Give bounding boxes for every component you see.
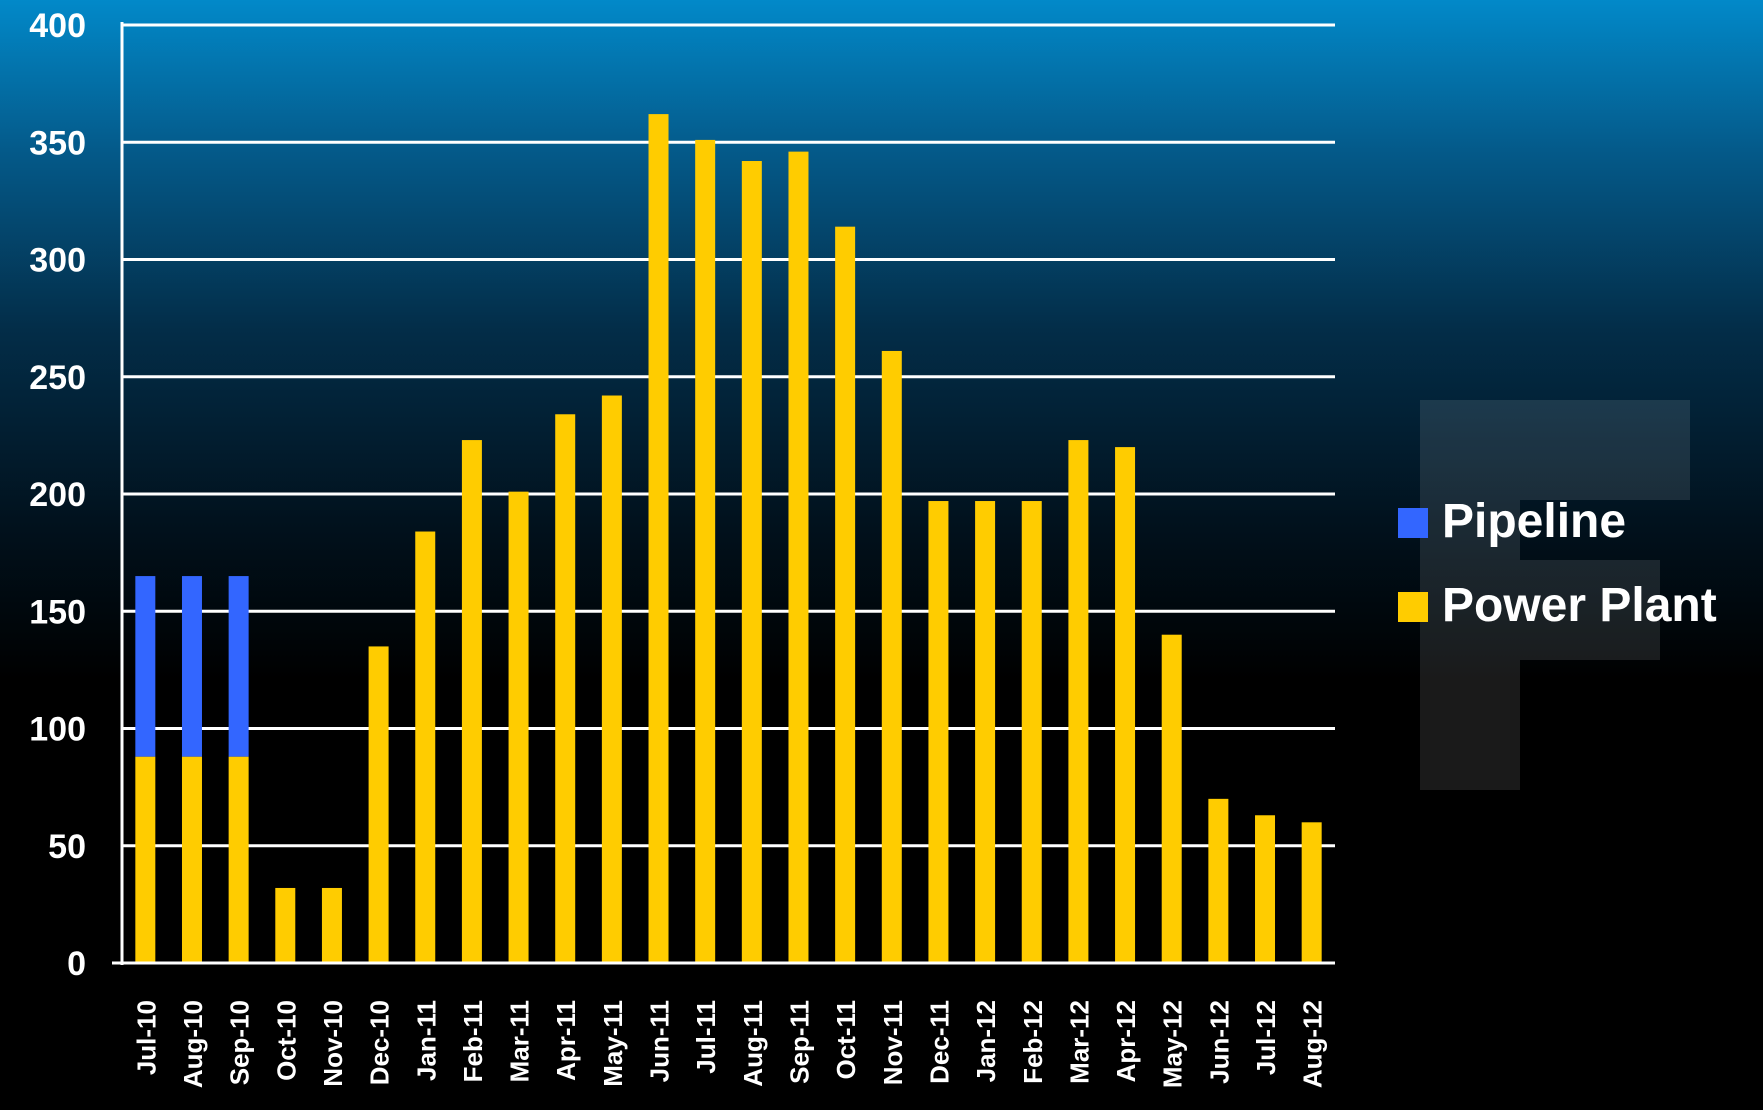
x-tick-label-oct-11: Oct-11	[831, 1000, 861, 1080]
y-tick-label-50: 50	[48, 828, 86, 866]
bar-power-plant-aug-12	[1301, 822, 1322, 963]
bar-power-plant-sep-11	[788, 151, 809, 963]
bar-power-plant-jan-12	[975, 501, 996, 963]
x-tick-label-jun-12: Jun-12	[1204, 1000, 1234, 1084]
bar-power-plant-oct-10	[275, 887, 296, 963]
bar-power-plant-jun-11	[648, 114, 669, 964]
x-tick-label-dec-10: Dec-10	[365, 1000, 395, 1085]
bar-power-plant-feb-12	[1021, 501, 1042, 963]
x-tick-label-oct-10: Oct-10	[271, 1000, 301, 1081]
y-tick-label-250: 250	[29, 359, 86, 397]
x-tick-label-mar-12: Mar-12	[1064, 1000, 1094, 1084]
x-tick-label-may-11: May-11	[598, 1000, 628, 1087]
x-tick-label-jan-11: Jan-11	[411, 1000, 441, 1081]
x-tick-label-nov-11: Nov-11	[878, 1000, 908, 1085]
y-tick-label-150: 150	[29, 593, 86, 631]
x-axis-tick-labels: Jul-10 Aug-10 Sep-10 Oct-10 Nov-10 Dec-10 Jan-…	[131, 1000, 1327, 1088]
bar-power-plant-jun-12	[1208, 798, 1229, 963]
legend: Pipeline Power Plant	[1398, 495, 1717, 632]
background-watermark-logo	[1420, 400, 1690, 790]
legend-label-pipeline: Pipeline	[1442, 495, 1626, 548]
x-tick-label-apr-12: Apr-12	[1111, 1000, 1141, 1082]
x-tick-label-jul-10: Jul-10	[131, 1000, 161, 1075]
y-tick-label-300: 300	[29, 242, 86, 280]
y-tick-label-350: 350	[29, 124, 86, 162]
bar-pipeline-jul-10	[135, 576, 156, 757]
bar-power-plant-jul-10	[135, 756, 156, 963]
legend-swatch-power-plant	[1398, 592, 1428, 622]
x-tick-label-nov-10: Nov-10	[318, 1000, 348, 1087]
bar-power-plant-may-12	[1161, 634, 1182, 963]
y-tick-label-0: 0	[67, 945, 86, 983]
x-tick-label-feb-12: Feb-12	[1018, 1000, 1048, 1084]
x-tick-label-jan-12: Jan-12	[971, 1000, 1001, 1082]
legend-label-power-plant: Power Plant	[1442, 579, 1717, 632]
x-tick-label-sep-11: Sep-11	[784, 1000, 814, 1084]
bar-power-plant-nov-10	[321, 887, 342, 963]
x-tick-label-aug-10: Aug-10	[178, 1000, 208, 1088]
bar-power-plant-jul-12	[1255, 815, 1276, 963]
x-tick-label-aug-11: Aug-11	[738, 1000, 768, 1087]
x-tick-label-apr-11: Apr-11	[551, 1000, 581, 1081]
x-tick-label-jun-11: Jun-11	[645, 1000, 675, 1082]
bar-power-plant-apr-12	[1115, 447, 1136, 964]
x-tick-label-jul-11: Jul-11	[691, 1000, 721, 1074]
bar-pipeline-sep-10	[228, 576, 249, 757]
bar-power-plant-aug-11	[741, 161, 762, 963]
bar-power-plant-nov-11	[881, 350, 902, 964]
legend-swatch-pipeline	[1398, 508, 1428, 538]
bar-power-plant-may-11	[601, 395, 622, 963]
x-tick-label-feb-11: Feb-11	[458, 1000, 488, 1082]
bar-power-plant-dec-10	[368, 646, 389, 963]
bar-power-plant-feb-11	[461, 440, 482, 963]
gridlines	[122, 23, 1335, 848]
x-tick-label-mar-11: Mar-11	[505, 1000, 535, 1082]
x-tick-label-jul-12: Jul-12	[1251, 1000, 1281, 1075]
y-axis-tick-labels: 0 50 100 150 200 250 300 350 400	[29, 7, 86, 983]
x-tick-label-dec-11: Dec-11	[924, 1000, 954, 1084]
x-tick-label-may-12: May-12	[1158, 1000, 1188, 1088]
bar-power-plant-jan-11	[415, 531, 436, 963]
bar-power-plant-mar-12	[1068, 440, 1089, 963]
bar-power-plant-apr-11	[555, 414, 576, 963]
bar-power-plant-dec-11	[928, 501, 949, 963]
bars	[135, 114, 1322, 964]
y-tick-label-400: 400	[29, 7, 86, 45]
bar-power-plant-oct-11	[835, 226, 856, 964]
bar-power-plant-aug-10	[181, 756, 202, 963]
bar-power-plant-jul-11	[695, 139, 716, 963]
bar-pipeline-aug-10	[181, 576, 202, 757]
y-tick-label-200: 200	[29, 476, 86, 514]
x-tick-label-sep-10: Sep-10	[225, 1000, 255, 1085]
x-tick-label-aug-12: Aug-12	[1298, 1000, 1328, 1088]
bar-power-plant-mar-11	[508, 491, 529, 963]
bar-power-plant-sep-10	[228, 756, 249, 963]
y-tick-label-100: 100	[29, 711, 86, 749]
